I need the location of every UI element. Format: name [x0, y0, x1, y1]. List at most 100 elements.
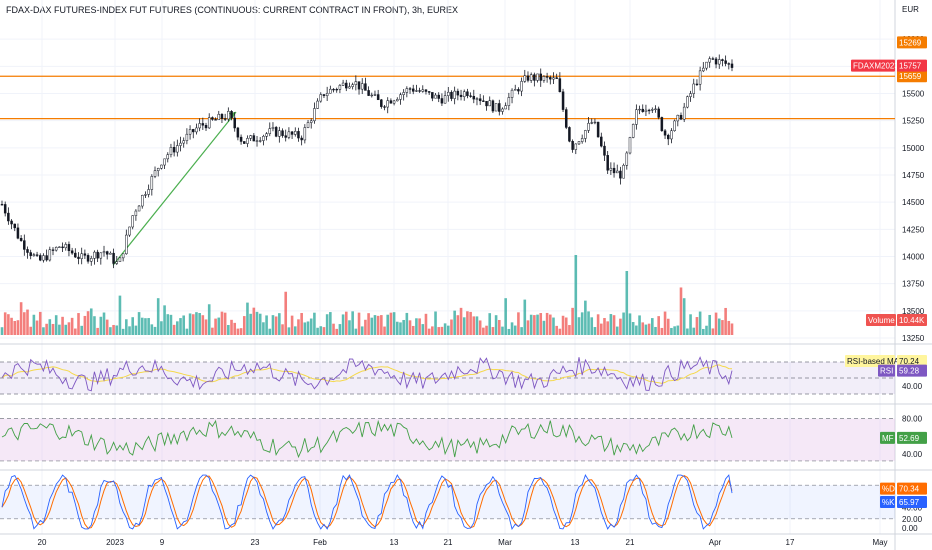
volume-bar	[641, 322, 645, 335]
candle-body	[338, 85, 342, 90]
volume-bar	[29, 326, 32, 335]
volume-bar	[395, 321, 399, 335]
time-axis[interactable]: 20 2023 9 23 Feb 13 21 Mar 13 21 Apr 17 May	[38, 538, 888, 547]
price-tick-label: 14000	[902, 253, 925, 262]
candle-body	[529, 74, 533, 81]
volume-bar	[533, 315, 536, 335]
candle-body	[220, 114, 224, 119]
candle-body	[86, 255, 90, 262]
mf-label-tag: MF	[882, 434, 894, 443]
rsi-ma-line	[1, 364, 733, 384]
candle-body	[657, 108, 660, 118]
candle-body	[182, 140, 185, 144]
volume-bar	[711, 328, 715, 335]
candle-body	[64, 244, 68, 249]
stoch-pane[interactable]	[0, 474, 895, 530]
volume-bar	[453, 310, 456, 335]
time-tick-label: May	[872, 538, 887, 547]
candle-body	[568, 127, 571, 142]
volume-bar	[437, 327, 441, 335]
candle-body	[600, 136, 603, 147]
volume-bar	[504, 298, 507, 335]
candle-body	[188, 129, 192, 135]
candle-body	[125, 234, 128, 255]
volume-bar	[26, 309, 29, 335]
price-tick-label: 14750	[902, 171, 925, 180]
time-tick-label: 2023	[106, 538, 124, 547]
volume-bar	[35, 320, 39, 335]
volume-bar	[19, 302, 23, 335]
mf-label-tag-bg	[880, 431, 895, 444]
volume-label-tag: Volume	[868, 316, 895, 325]
candle-body	[580, 138, 584, 142]
price-tick-label: 15000	[902, 144, 925, 153]
candle-body	[631, 124, 635, 138]
volume-bar	[679, 287, 683, 335]
volume-bar	[0, 327, 4, 335]
volume-bar	[313, 312, 316, 335]
rsi-label-tag-bg	[878, 364, 895, 377]
candle-body	[647, 109, 651, 112]
candle-body	[179, 142, 182, 146]
candle-body	[462, 91, 466, 97]
candle-body	[354, 81, 358, 85]
candle-body	[434, 94, 437, 99]
time-tick-label: 9	[160, 538, 165, 547]
volume-bar	[392, 312, 396, 335]
candle-body	[641, 108, 644, 112]
candle-body	[507, 97, 511, 106]
volume-bar	[309, 318, 313, 335]
time-tick-label: 23	[251, 538, 260, 547]
volume-bar	[99, 316, 103, 335]
volume-bar	[517, 312, 520, 335]
volume-bar	[300, 312, 303, 335]
volume-bar	[536, 314, 539, 335]
volume-bar	[548, 314, 552, 335]
candle-body	[233, 117, 236, 129]
time-tick-label: 21	[626, 538, 635, 547]
volume-bar	[373, 315, 377, 335]
candle-body	[427, 91, 431, 93]
volume-bar	[227, 325, 230, 335]
candle-body	[682, 106, 686, 120]
horizontal-levels[interactable]	[0, 75, 895, 120]
candle-body	[702, 67, 705, 72]
candle-body	[287, 131, 291, 138]
candle-body	[555, 77, 558, 79]
volume-bar	[603, 318, 606, 335]
candle-body	[459, 94, 463, 97]
volume-bar	[418, 318, 421, 335]
candle-body	[207, 117, 211, 129]
candle-body	[246, 138, 249, 144]
volume-bar	[647, 323, 651, 335]
candle-body	[574, 143, 578, 150]
candle-body	[128, 226, 131, 236]
candle-body	[3, 204, 7, 214]
volume-bar	[125, 319, 128, 335]
candle-body	[118, 257, 122, 262]
volume-bar	[689, 314, 692, 335]
mf-pane[interactable]	[0, 418, 895, 462]
candle-body	[332, 88, 335, 91]
volume-bar	[13, 320, 17, 335]
stoch-d-value-tag-bg	[897, 482, 927, 495]
price-axis[interactable]: EUR1600015750155001525015000147501450014…	[902, 5, 925, 533]
volume-bar	[666, 318, 670, 335]
candle-body	[654, 108, 657, 110]
volume-bar	[354, 328, 358, 335]
volume-bar	[86, 311, 90, 335]
volume-bar	[96, 327, 99, 335]
candle-body	[443, 95, 447, 104]
rsi-pane[interactable]	[0, 356, 895, 395]
candle-body	[673, 120, 676, 131]
trendline[interactable]	[112, 111, 237, 266]
candle-body	[214, 119, 217, 121]
candle-body	[156, 168, 160, 171]
volume-bar	[446, 325, 450, 335]
volume-bar	[478, 320, 482, 335]
candle-body	[402, 92, 405, 95]
candle-body	[536, 73, 539, 81]
mf-tick-label: 80.00	[902, 415, 923, 424]
